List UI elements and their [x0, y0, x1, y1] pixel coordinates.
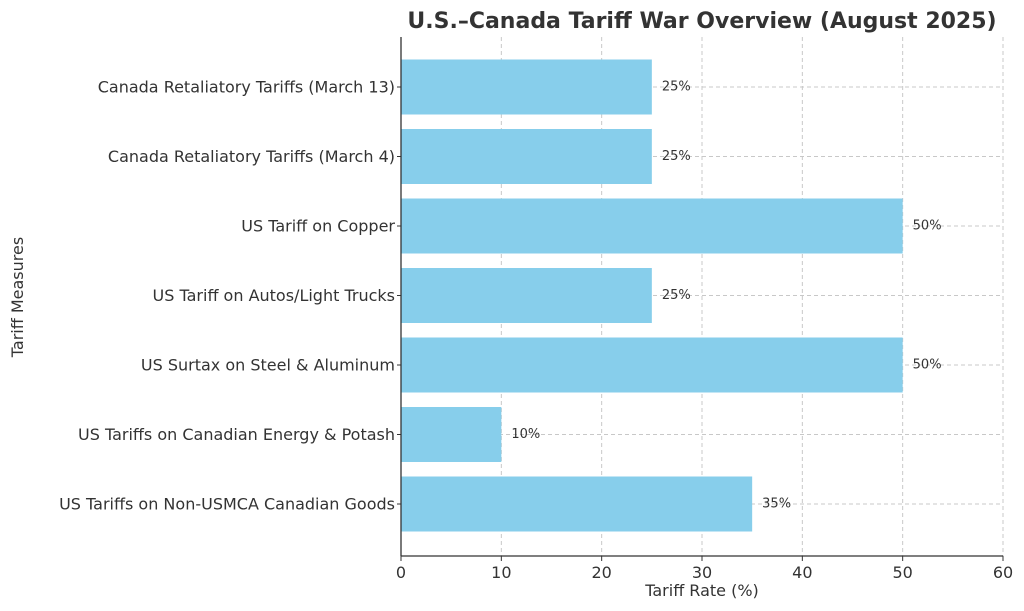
- category-label: US Tariff on Autos/Light Trucks: [153, 286, 395, 305]
- category-label: Canada Retaliatory Tariffs (March 13): [98, 78, 395, 97]
- data-labels: 25% 25% 50% 25% 50% 10% 35%: [511, 80, 941, 512]
- bar-value-label: 25%: [662, 288, 691, 303]
- bars: [401, 59, 903, 532]
- category-label: US Tariff on Copper: [241, 217, 395, 236]
- x-tick-label: 20: [591, 563, 611, 582]
- bar: [401, 407, 502, 462]
- x-tick-labels: 0 10 20 30 40 50 60: [396, 86, 1013, 582]
- x-tick-label: 60: [993, 563, 1013, 582]
- bar-value-label: 50%: [913, 358, 942, 373]
- bar-value-label: 35%: [762, 497, 791, 512]
- bar: [401, 59, 652, 115]
- bar-value-label: 25%: [662, 149, 691, 164]
- chart-title: U.S.–Canada Tariff War Overview (August …: [407, 9, 996, 34]
- x-tick-label: 10: [491, 563, 511, 582]
- x-tick-label: 30: [692, 563, 712, 582]
- x-tick-label: 50: [892, 563, 912, 582]
- bar: [401, 268, 652, 323]
- bar: [401, 129, 652, 184]
- x-tick-label: 0: [396, 563, 406, 582]
- y-axis-label: Tariff Measures: [8, 237, 27, 358]
- category-label: US Tariffs on Canadian Energy & Potash: [78, 425, 395, 444]
- x-axis-label: Tariff Rate (%): [644, 581, 759, 600]
- x-tick-label: 40: [792, 563, 812, 582]
- category-label: Canada Retaliatory Tariffs (March 4): [108, 147, 395, 166]
- bar: [401, 476, 753, 532]
- bar-value-label: 25%: [662, 80, 691, 95]
- category-label: US Tariffs on Non-USMCA Canadian Goods: [59, 495, 395, 514]
- bar: [401, 198, 903, 254]
- bar-value-label: 50%: [913, 219, 942, 234]
- category-labels: Canada Retaliatory Tariffs (March 13) Can…: [59, 78, 395, 514]
- category-label: US Surtax on Steel & Aluminum: [141, 356, 395, 375]
- bar: [401, 337, 903, 393]
- bar-value-label: 10%: [511, 427, 540, 442]
